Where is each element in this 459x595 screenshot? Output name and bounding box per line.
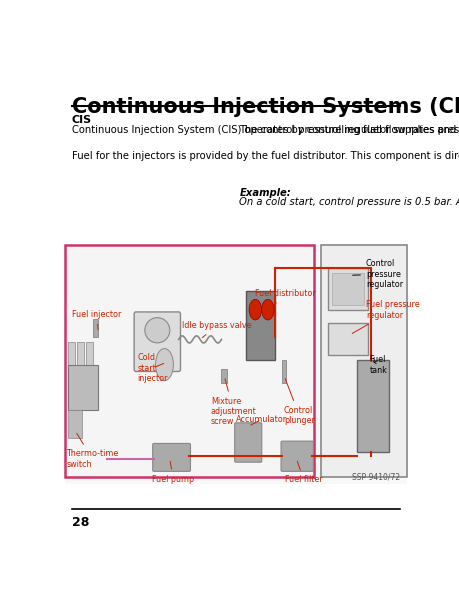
Text: Thermo-time
switch: Thermo-time switch xyxy=(66,433,118,469)
Text: Example:: Example: xyxy=(239,188,291,198)
Text: Control
plunger: Control plunger xyxy=(283,378,314,425)
Text: Fuel distributor: Fuel distributor xyxy=(255,289,315,305)
Bar xyxy=(356,360,388,452)
Text: On a cold start, control pressure is 0.5 bar. As a result, there is little resis: On a cold start, control pressure is 0.5… xyxy=(239,198,459,208)
Bar xyxy=(68,342,75,378)
Bar xyxy=(64,246,406,484)
Ellipse shape xyxy=(261,299,274,320)
Text: CIS: CIS xyxy=(72,115,92,125)
Text: Fuel
tank: Fuel tank xyxy=(369,355,386,375)
Text: Continuous Injection Systems (CIS): Continuous Injection Systems (CIS) xyxy=(72,96,459,117)
Text: 28: 28 xyxy=(72,516,89,529)
Text: Idle bypass valve: Idle bypass valve xyxy=(182,321,252,338)
Ellipse shape xyxy=(145,318,169,343)
Bar xyxy=(93,319,98,337)
Ellipse shape xyxy=(249,299,261,320)
Text: Mixture
adjustment
screw: Mixture adjustment screw xyxy=(210,379,256,427)
Text: Control
pressure
regulator: Control pressure regulator xyxy=(352,259,402,289)
Text: Fuel filter: Fuel filter xyxy=(284,461,322,484)
FancyBboxPatch shape xyxy=(134,312,180,371)
Text: Fuel pressure
regulator: Fuel pressure regulator xyxy=(352,300,419,333)
FancyBboxPatch shape xyxy=(328,268,367,309)
FancyBboxPatch shape xyxy=(280,441,313,471)
Text: SSP 9410/72: SSP 9410/72 xyxy=(351,472,399,481)
Bar xyxy=(68,365,98,411)
Text: Cold
start
injector: Cold start injector xyxy=(137,353,168,383)
Bar xyxy=(68,411,82,438)
Text: Accumulator: Accumulator xyxy=(235,415,286,425)
Text: Fuel pump: Fuel pump xyxy=(151,461,194,484)
Bar xyxy=(77,342,84,378)
Text: Continuous Injection System (CIS) operates by controlling fuel flow rates and va: Continuous Injection System (CIS) operat… xyxy=(72,126,459,161)
FancyBboxPatch shape xyxy=(234,423,261,462)
Bar xyxy=(331,273,364,305)
Bar xyxy=(281,360,286,383)
FancyBboxPatch shape xyxy=(328,324,367,355)
Bar xyxy=(86,342,93,378)
FancyBboxPatch shape xyxy=(320,246,406,477)
Bar xyxy=(221,369,226,383)
FancyBboxPatch shape xyxy=(152,443,190,471)
Text: The control pressure regulator supplies pressure to the top of the control plung: The control pressure regulator supplies … xyxy=(239,126,459,136)
Text: Fuel injector: Fuel injector xyxy=(72,309,121,330)
Ellipse shape xyxy=(155,349,173,381)
FancyBboxPatch shape xyxy=(64,246,313,477)
Bar xyxy=(246,292,274,360)
